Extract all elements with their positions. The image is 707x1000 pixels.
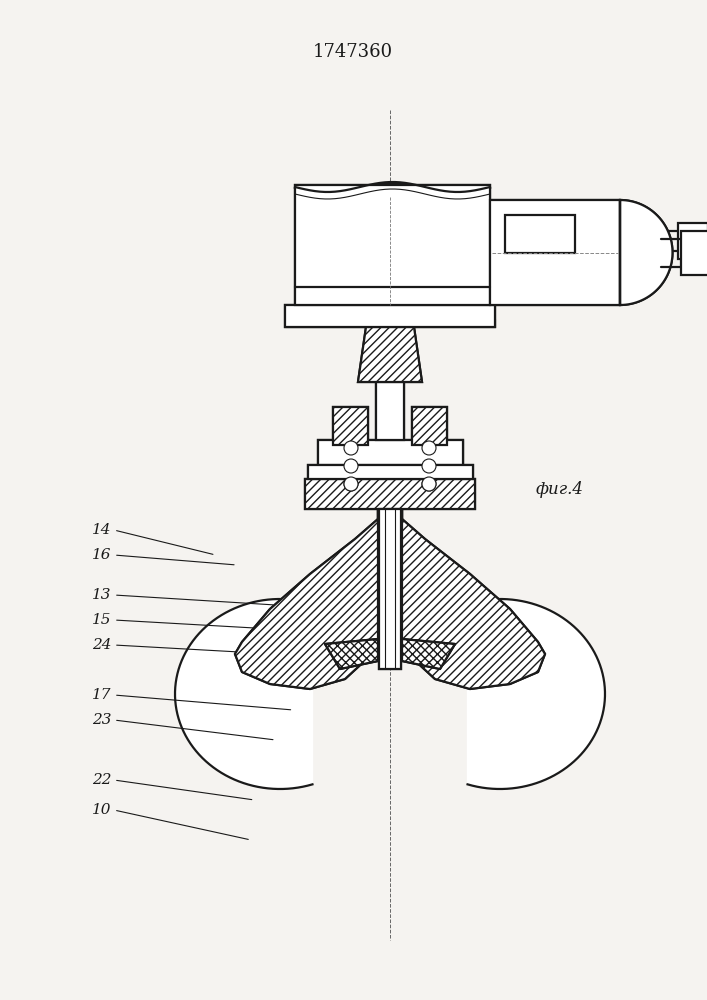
Text: 15: 15 <box>92 613 112 627</box>
Bar <box>681 231 707 274</box>
Text: 10: 10 <box>92 803 112 817</box>
Bar <box>333 407 368 445</box>
Circle shape <box>344 459 358 473</box>
Bar <box>285 319 495 327</box>
Polygon shape <box>402 484 545 689</box>
Text: фиг.4: фиг.4 <box>536 482 584 498</box>
Bar <box>376 382 404 440</box>
Polygon shape <box>402 484 545 689</box>
Bar <box>379 509 401 669</box>
Bar <box>308 465 473 479</box>
Circle shape <box>344 441 358 455</box>
Text: 13: 13 <box>92 588 112 602</box>
Polygon shape <box>358 327 422 382</box>
Bar <box>379 509 401 669</box>
Bar <box>490 200 620 305</box>
Bar <box>412 407 447 445</box>
Polygon shape <box>325 639 378 669</box>
Text: 23: 23 <box>92 713 112 727</box>
Polygon shape <box>402 639 455 669</box>
Bar <box>505 215 575 253</box>
Polygon shape <box>358 327 422 382</box>
Bar <box>285 305 495 327</box>
Circle shape <box>422 459 436 473</box>
Bar <box>333 407 368 445</box>
Circle shape <box>422 459 436 473</box>
Bar <box>308 465 473 479</box>
Bar <box>677 223 707 258</box>
Bar <box>305 479 475 509</box>
Polygon shape <box>620 200 672 305</box>
Bar <box>285 305 495 327</box>
Bar <box>305 479 475 509</box>
Bar <box>318 440 463 465</box>
Circle shape <box>422 477 436 491</box>
Bar <box>505 215 575 253</box>
Text: 1747360: 1747360 <box>313 43 393 61</box>
Text: 22: 22 <box>92 773 112 787</box>
Bar <box>376 382 404 440</box>
Text: 17: 17 <box>92 688 112 702</box>
Circle shape <box>344 477 358 491</box>
Polygon shape <box>402 639 455 669</box>
Circle shape <box>344 441 358 455</box>
Bar <box>318 440 463 465</box>
Polygon shape <box>235 484 378 689</box>
Circle shape <box>422 441 436 455</box>
Bar <box>490 200 620 305</box>
Polygon shape <box>620 200 672 305</box>
Polygon shape <box>235 484 378 689</box>
Text: 16: 16 <box>92 548 112 562</box>
Bar <box>412 407 447 445</box>
Circle shape <box>422 441 436 455</box>
Circle shape <box>344 477 358 491</box>
Circle shape <box>422 477 436 491</box>
Text: 14: 14 <box>92 523 112 537</box>
Polygon shape <box>325 639 378 669</box>
Text: 24: 24 <box>92 638 112 652</box>
Bar <box>318 440 463 465</box>
Bar <box>295 185 490 305</box>
Polygon shape <box>467 599 605 789</box>
Bar <box>295 185 490 305</box>
Circle shape <box>344 459 358 473</box>
Polygon shape <box>175 599 312 789</box>
Bar <box>295 185 490 305</box>
